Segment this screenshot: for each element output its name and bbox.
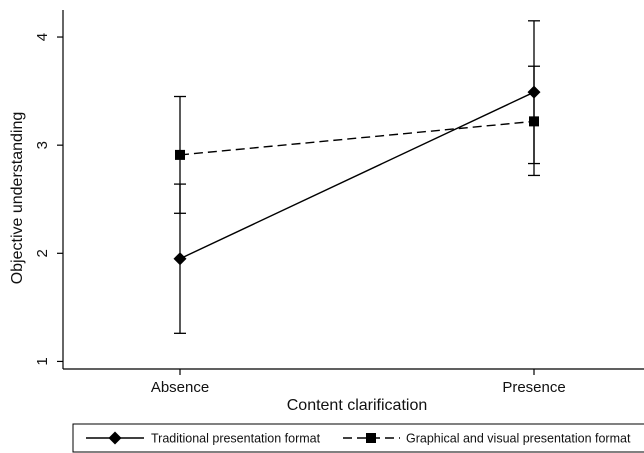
x-tick-label-presence: Presence — [502, 379, 565, 396]
x-axis-title: Content clarification — [287, 397, 428, 414]
series-1 — [173, 20, 541, 334]
legend-label: Traditional presentation format — [151, 432, 321, 446]
legend-item-1: Traditional presentation format — [86, 431, 321, 446]
legend-label: Graphical and visual presentation format — [406, 432, 631, 446]
legend-layer: Traditional presentation format Graphical… — [72, 423, 644, 453]
series-2 — [174, 65, 540, 214]
legend-marker-square — [366, 433, 376, 443]
x-tick-label-absence: Absence — [151, 379, 209, 396]
data-point-square — [175, 149, 185, 160]
series-layer — [173, 20, 541, 334]
data-point-diamond — [173, 252, 187, 266]
y-tick-label: 3 — [34, 141, 51, 149]
legend-item-2: Graphical and visual presentation format — [343, 432, 631, 446]
series-line — [179, 120, 535, 156]
data-point-square — [529, 116, 539, 127]
axes-layer: 1 2 3 4 Absence Presence — [34, 10, 644, 396]
y-tick-label: 4 — [34, 33, 51, 41]
y-tick-label: 2 — [34, 249, 51, 257]
y-tick-label: 1 — [34, 357, 51, 365]
legend-marker-diamond — [108, 431, 122, 445]
y-axis-title: Objective understanding — [9, 112, 26, 285]
series-line — [179, 91, 535, 260]
